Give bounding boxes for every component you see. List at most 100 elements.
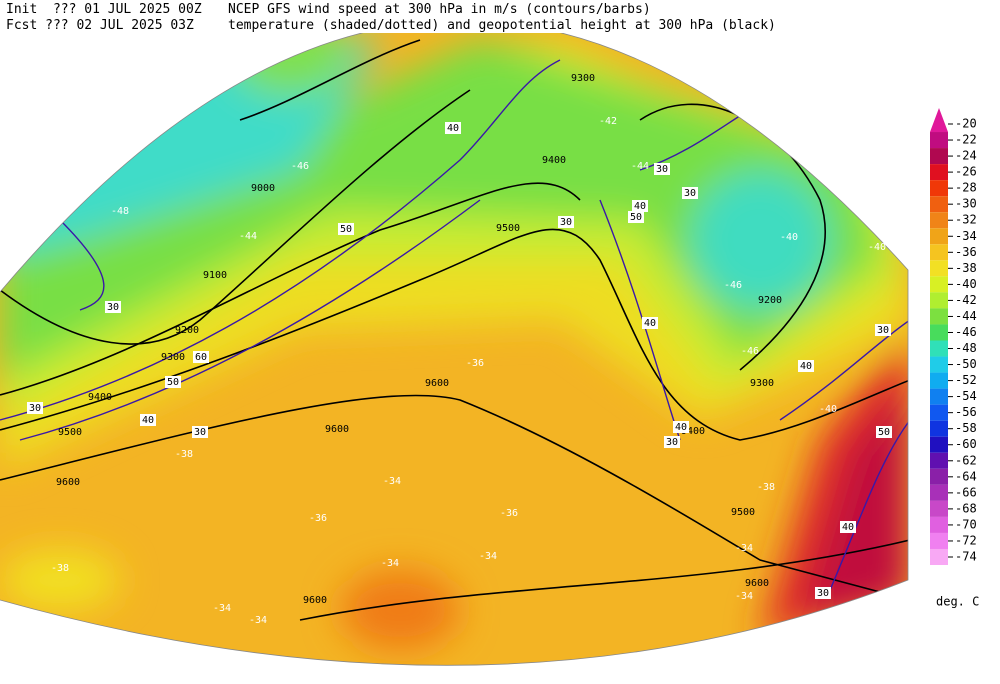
colorbar-swatch (930, 452, 948, 469)
colorbar-swatch (930, 548, 948, 566)
height-label: 9400 (542, 155, 566, 166)
height-label: 9600 (745, 578, 769, 589)
wind-label: 30 (194, 427, 206, 438)
colorbar-swatch (930, 196, 948, 213)
wind-label-box (140, 414, 156, 426)
wind-label: 50 (878, 427, 890, 438)
wind-label-box (27, 402, 43, 414)
wind-label: 60 (195, 352, 207, 363)
wind-label: 40 (447, 123, 459, 134)
wind-label: 40 (634, 201, 646, 212)
temperature-label: -36 (500, 508, 518, 519)
temperature-label: -42 (599, 116, 617, 127)
wind-label-box (632, 200, 648, 212)
wind-label: 30 (107, 302, 119, 313)
colorbar-swatch (930, 107, 948, 133)
height-label: 9000 (251, 183, 275, 194)
colorbar-swatch (930, 484, 948, 501)
wind-label: 50 (167, 377, 179, 388)
temperature-label: -44 (631, 161, 649, 172)
wind-label: 30 (877, 325, 889, 336)
wind-label-box (105, 301, 121, 313)
colorbar-swatch (930, 260, 948, 277)
colorbar-swatch (930, 420, 948, 437)
height-label: 9300 (571, 73, 595, 84)
height-contours (0, 39, 908, 621)
height-label: 9400 (88, 392, 112, 403)
wind-label: 50 (340, 224, 352, 235)
wind-label-box (628, 211, 644, 223)
colorbar-swatch (930, 388, 948, 405)
colorbar-swatch (930, 356, 948, 373)
colorbar: -20 -22 -24 -26 -28 -30 -32 -34 -36 -38 -40 -42 -44 -… (930, 107, 977, 566)
colorbar-label: -66 (955, 485, 977, 499)
colorbar-label: -68 (955, 501, 977, 515)
wind-label: 50 (630, 212, 642, 223)
colorbar-label: -36 (955, 245, 977, 259)
colorbar-swatch (930, 228, 948, 245)
wind-label: 40 (675, 422, 687, 433)
temperature-label: -34 (479, 551, 497, 562)
colorbar-label: -72 (955, 533, 977, 547)
wind-label-box (654, 163, 670, 175)
wind-label: 30 (817, 588, 829, 599)
colorbar-swatch (930, 372, 948, 389)
temperature-label: -46 (291, 161, 309, 172)
colorbar-swatch (930, 308, 948, 325)
wind-label: 30 (29, 403, 41, 414)
colorbar-unit: deg. C (936, 595, 979, 609)
colorbar-swatch (930, 212, 948, 229)
colorbar-label: -64 (955, 469, 977, 483)
wind-label-box (558, 216, 574, 228)
wind-label-box (673, 421, 689, 433)
wind-label-box (193, 351, 209, 363)
colorbar-swatch (930, 244, 948, 261)
temperature-label: -34 (383, 476, 401, 487)
colorbar-swatch (930, 148, 948, 165)
wind-label: 40 (842, 522, 854, 533)
height-label: 9600 (303, 595, 327, 606)
map-title: NCEP GFS wind speed at 300 hPa in m/s (c… (228, 2, 651, 17)
colorbar-swatch (930, 340, 948, 357)
height-label: 9500 (731, 507, 755, 518)
colorbar-label: -26 (955, 165, 977, 179)
colorbar-label: -62 (955, 453, 977, 467)
wind-label-box (840, 521, 856, 533)
colorbar-swatch (930, 436, 948, 453)
height-label: 9300 (161, 352, 185, 363)
colorbar-label: -24 (955, 149, 977, 163)
colorbar-label: -58 (955, 421, 977, 435)
temperature-label: -34 (249, 615, 267, 626)
wind-label-box (798, 360, 814, 372)
height-label: 9500 (496, 223, 520, 234)
height-label: 9600 (425, 378, 449, 389)
map-subtitle: temperature (shaded/dotted) and geopoten… (228, 18, 776, 33)
init-time: Init ??? 01 JUL 2025 00Z (6, 2, 202, 17)
colorbar-label: -22 (955, 133, 977, 147)
height-label: 9300 (750, 378, 774, 389)
colorbar-swatch (930, 500, 948, 517)
colorbar-label: -54 (955, 389, 977, 403)
colorbar-label: -70 (955, 517, 977, 531)
height-label: 9400 (681, 426, 705, 437)
wind-label-box (642, 317, 658, 329)
colorbar-swatch (930, 132, 948, 149)
colorbar-label: -48 (955, 341, 977, 355)
wind-label: 30 (684, 188, 696, 199)
colorbar-swatch (930, 404, 948, 421)
temperature-label: -40 (868, 242, 886, 253)
height-label: 9500 (58, 427, 82, 438)
colorbar-label: -30 (955, 197, 977, 211)
temperature-label: -34 (381, 558, 399, 569)
temperature-label: -44 (239, 231, 257, 242)
colorbar-swatch (930, 292, 948, 309)
colorbar-label: -28 (955, 181, 977, 195)
temperature-label: -40 (780, 232, 798, 243)
temperature-label: -36 (466, 358, 484, 369)
temperature-label: -34 (735, 543, 753, 554)
wind-label-box (682, 187, 698, 199)
colorbar-swatch (930, 532, 948, 549)
colorbar-label: -42 (955, 293, 977, 307)
wind-contours (0, 59, 908, 591)
temperature-label: -46 (724, 280, 742, 291)
